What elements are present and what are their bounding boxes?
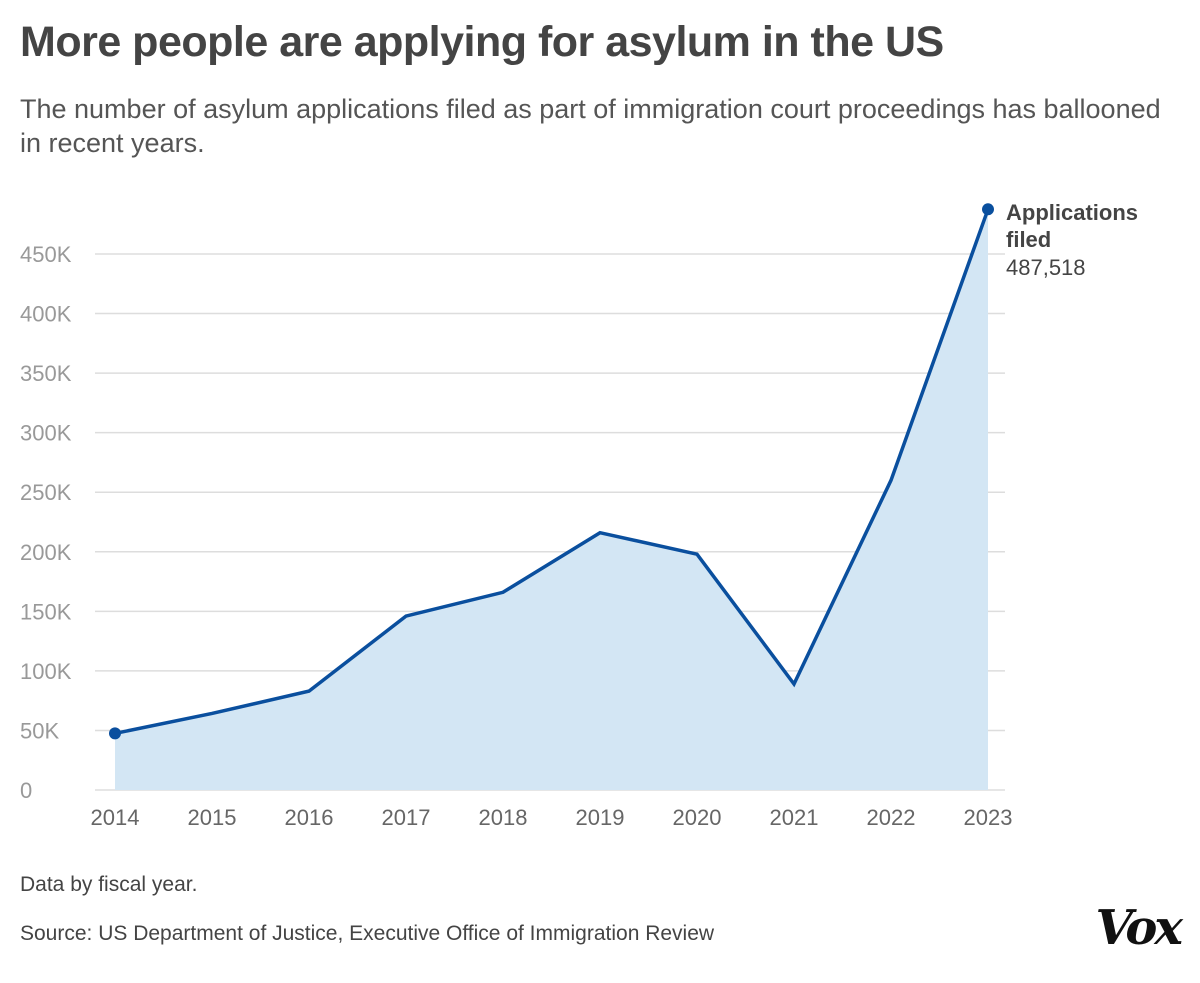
x-tick-label: 2018 — [479, 805, 528, 830]
area-fill — [115, 209, 988, 790]
y-tick-label: 350K — [20, 361, 72, 386]
series-line — [114, 208, 990, 736]
data-note: Data by fiscal year. — [20, 873, 198, 896]
y-tick-label: 200K — [20, 540, 72, 565]
chart-title: More people are applying for asylum in t… — [20, 18, 944, 66]
y-tick-label: 50K — [20, 718, 59, 743]
end-label-value: 487,518 — [1006, 255, 1086, 280]
area-chart: 0 50K 100K 150K 200K 250K 300K 350K 400K 450K 2014… — [20, 200, 1138, 830]
x-tick-label: 2022 — [867, 805, 916, 830]
x-tick-label: 2023 — [964, 805, 1013, 830]
x-tick-label: 2015 — [188, 805, 237, 830]
y-tick-label: 400K — [20, 302, 72, 327]
x-tick-label: 2019 — [576, 805, 625, 830]
chart-subtitle: The number of asylum applications filed … — [20, 94, 1161, 158]
y-tick-label: 300K — [20, 421, 72, 446]
end-label-name: Applications — [1006, 200, 1138, 225]
x-tick-label: 2020 — [673, 805, 722, 830]
x-tick-label: 2014 — [91, 805, 140, 830]
x-tick-label: 2016 — [285, 805, 334, 830]
source-note: Source: US Department of Justice, Execut… — [20, 922, 715, 945]
x-tick-label: 2021 — [770, 805, 819, 830]
y-tick-label: 150K — [20, 599, 72, 624]
y-tick-label: 250K — [20, 480, 72, 505]
y-tick-label: 0 — [20, 778, 32, 803]
x-tick-label: 2017 — [382, 805, 431, 830]
data-point — [982, 203, 994, 216]
data-point — [109, 727, 121, 740]
vox-logo: Vox — [1095, 900, 1183, 956]
end-label-name: filed — [1006, 227, 1051, 252]
y-tick-label: 450K — [20, 242, 72, 267]
y-tick-label: 100K — [20, 659, 72, 684]
